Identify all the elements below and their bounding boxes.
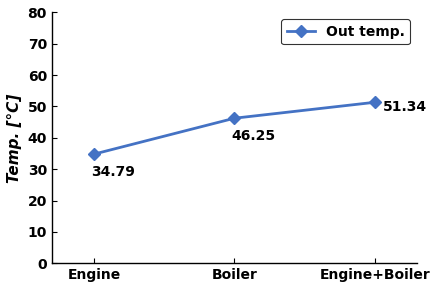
Text: 46.25: 46.25 <box>231 129 276 143</box>
Out temp. <box>91 152 96 156</box>
Text: 51.34: 51.34 <box>383 100 427 114</box>
Legend: Out temp.: Out temp. <box>281 19 410 45</box>
Text: 34.79: 34.79 <box>91 165 135 179</box>
Out temp. <box>372 101 378 104</box>
Line: Out temp.: Out temp. <box>90 98 379 158</box>
Out temp. <box>232 116 237 120</box>
Y-axis label: Temp. [°C]: Temp. [°C] <box>7 93 22 183</box>
